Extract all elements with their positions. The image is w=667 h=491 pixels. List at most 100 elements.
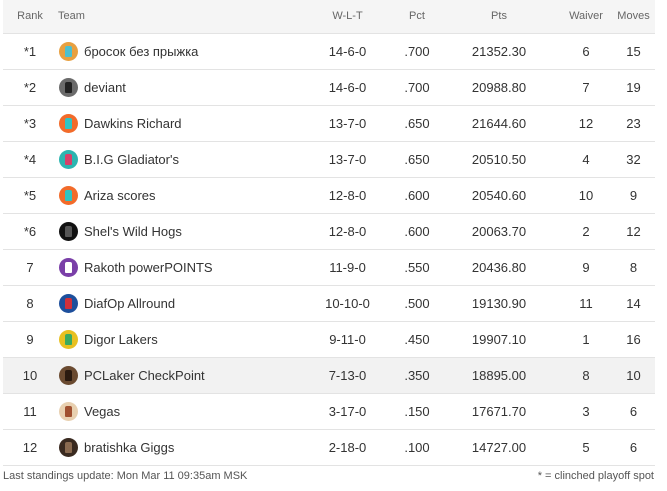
- team-name-link[interactable]: bratishka Giggs: [84, 439, 175, 455]
- team-avatar-icon[interactable]: [59, 41, 78, 61]
- team-name-link[interactable]: B.I.G Gladiator's: [84, 151, 179, 167]
- team-name-link[interactable]: бросок без прыжка: [84, 43, 199, 59]
- pts-cell: 19130.90: [471, 295, 527, 311]
- rank-cell: *2: [23, 79, 37, 95]
- pct-cell: .650: [404, 115, 430, 131]
- wlt-cell: 3-17-0: [328, 403, 367, 419]
- moves-cell: 23: [626, 115, 641, 131]
- pts-cell: 19907.10: [471, 331, 527, 347]
- pct-cell: .600: [404, 187, 430, 203]
- moves-cell: 10: [626, 367, 641, 383]
- moves-cell: 8: [629, 259, 638, 275]
- wlt-cell: 7-13-0: [328, 367, 367, 383]
- team-avatar-icon[interactable]: [59, 293, 78, 313]
- rank-cell: 12: [22, 439, 38, 455]
- team-avatar-icon[interactable]: [59, 221, 78, 241]
- rank-cell: 8: [26, 295, 34, 311]
- rank-cell: 9: [26, 331, 34, 347]
- header-waiver[interactable]: Waiver: [569, 10, 603, 23]
- pts-cell: 17671.70: [471, 403, 527, 419]
- team-avatar-icon[interactable]: [59, 401, 78, 421]
- team-avatar-icon[interactable]: [59, 113, 78, 133]
- pct-cell: .650: [404, 151, 430, 167]
- pts-cell: 20510.50: [471, 151, 527, 167]
- wlt-cell: 9-11-0: [329, 331, 366, 347]
- pct-cell: .700: [404, 43, 430, 59]
- header-pts[interactable]: Pts: [491, 10, 507, 23]
- wlt-cell: 10-10-0: [325, 295, 370, 311]
- team-avatar-icon[interactable]: [59, 77, 78, 97]
- pct-cell: .600: [404, 223, 430, 239]
- pts-cell: 20063.70: [471, 223, 527, 239]
- table-row: *4 B.I.G Gladiator's 13-7-0 .650 20510.5…: [3, 141, 655, 177]
- pct-cell: .100: [404, 439, 430, 455]
- team-name-link[interactable]: deviant: [84, 79, 126, 95]
- rank-cell: 11: [23, 403, 37, 419]
- rank-cell: *5: [23, 187, 37, 203]
- table-row: 12 bratishka Giggs 2-18-0 .100 14727.00 …: [3, 429, 655, 465]
- clinched-legend: * = clinched playoff spot: [537, 470, 654, 482]
- team-name-link[interactable]: Digor Lakers: [84, 331, 158, 347]
- wlt-cell: 12-8-0: [328, 187, 367, 203]
- table-row: *2 deviant 14-6-0 .700 20988.80 7 19: [3, 69, 655, 105]
- team-name-link[interactable]: Vegas: [84, 403, 121, 419]
- table-row: *5 Ariza scores 12-8-0 .600 20540.60 10 …: [3, 177, 655, 213]
- pct-cell: .700: [404, 79, 430, 95]
- pts-cell: 14727.00: [471, 439, 527, 455]
- last-update-text: Last standings update: Mon Mar 11 09:35a…: [3, 470, 248, 482]
- wlt-cell: 12-8-0: [328, 223, 367, 239]
- moves-cell: 16: [626, 331, 641, 347]
- waiver-cell: 7: [582, 79, 590, 95]
- waiver-cell: 2: [582, 223, 590, 239]
- team-name-link[interactable]: Shel's Wild Hogs: [84, 223, 182, 239]
- header-team[interactable]: Team: [58, 10, 85, 23]
- header-rank[interactable]: Rank: [17, 10, 43, 23]
- table-row: 9 Digor Lakers 9-11-0 .450 19907.10 1 16: [3, 321, 655, 357]
- table-row: *3 Dawkins Richard 13-7-0 .650 21644.60 …: [3, 105, 655, 141]
- waiver-cell: 6: [582, 43, 590, 59]
- moves-cell: 32: [626, 151, 641, 167]
- waiver-cell: 10: [578, 187, 594, 203]
- pct-cell: .450: [404, 331, 430, 347]
- team-name-link[interactable]: Ariza scores: [84, 187, 156, 203]
- wlt-cell: 13-7-0: [328, 115, 367, 131]
- table-row: *1 бросок без прыжка 14-6-0 .700 21352.3…: [3, 33, 655, 69]
- team-avatar-icon[interactable]: [59, 437, 78, 457]
- table-row: 11 Vegas 3-17-0 .150 17671.70 3 6: [3, 393, 655, 429]
- team-name-link[interactable]: Dawkins Richard: [84, 115, 182, 131]
- waiver-cell: 8: [582, 367, 590, 383]
- pct-cell: .500: [404, 295, 430, 311]
- header-pct[interactable]: Pct: [409, 10, 425, 23]
- waiver-cell: 3: [582, 403, 590, 419]
- moves-cell: 6: [629, 403, 638, 419]
- team-name-link[interactable]: DiafOp Allround: [84, 295, 176, 311]
- wlt-cell: 13-7-0: [328, 151, 367, 167]
- moves-cell: 15: [626, 43, 641, 59]
- moves-cell: 19: [626, 79, 641, 95]
- rank-cell: *3: [23, 115, 37, 131]
- table-row: 8 DiafOp Allround 10-10-0 .500 19130.90 …: [3, 285, 655, 321]
- header-row: Rank Team W-L-T Pct Pts Waiver Moves: [3, 0, 655, 33]
- header-moves[interactable]: Moves: [617, 10, 650, 23]
- team-name-link[interactable]: PCLaker CheckPoint: [84, 367, 205, 383]
- rank-cell: *1: [23, 43, 37, 59]
- moves-cell: 12: [626, 223, 641, 239]
- moves-cell: 9: [629, 187, 638, 203]
- pts-cell: 21352.30: [471, 43, 527, 59]
- header-wlt[interactable]: W-L-T: [332, 10, 363, 23]
- rank-cell: *6: [23, 223, 37, 239]
- team-avatar-icon[interactable]: [59, 185, 78, 205]
- team-avatar-icon[interactable]: [59, 365, 78, 385]
- table-row: *6 Shel's Wild Hogs 12-8-0 .600 20063.70…: [3, 213, 655, 249]
- team-avatar-icon[interactable]: [59, 149, 78, 169]
- waiver-cell: 9: [582, 259, 590, 275]
- pct-cell: .550: [404, 259, 430, 275]
- waiver-cell: 11: [579, 295, 593, 311]
- team-avatar-icon[interactable]: [59, 257, 78, 277]
- wlt-cell: 14-6-0: [328, 43, 367, 59]
- rank-cell: 7: [26, 259, 34, 275]
- moves-cell: 14: [626, 295, 641, 311]
- team-avatar-icon[interactable]: [59, 329, 78, 349]
- rank-cell: *4: [23, 151, 37, 167]
- team-name-link[interactable]: Rakoth powerPOINTS: [84, 259, 213, 275]
